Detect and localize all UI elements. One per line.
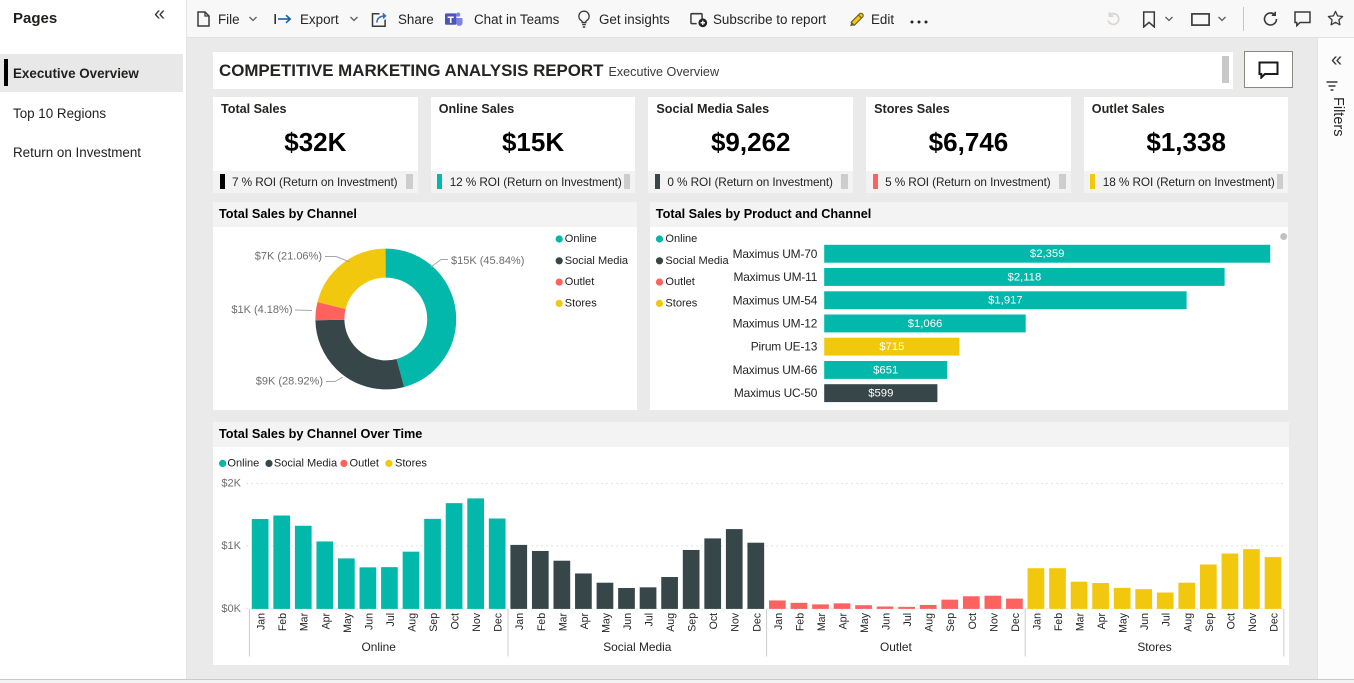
svg-text:Jan: Jan <box>773 612 785 629</box>
svg-text:Apr: Apr <box>579 612 591 629</box>
svg-text:Stores: Stores <box>665 297 697 309</box>
svg-text:Maximus UM-12: Maximus UM-12 <box>732 316 817 330</box>
svg-text:Oct: Oct <box>967 612 979 629</box>
svg-text:Dec: Dec <box>493 612 505 632</box>
svg-text:Apr: Apr <box>1096 612 1108 629</box>
svg-text:Social Media: Social Media <box>565 255 629 267</box>
svg-text:Aug: Aug <box>924 612 936 631</box>
svg-text:Maximus UM-66: Maximus UM-66 <box>732 363 817 377</box>
svg-text:Jul: Jul <box>1161 612 1173 626</box>
svg-text:$1,066: $1,066 <box>908 318 943 330</box>
svg-text:Stores: Stores <box>565 297 597 309</box>
svg-text:$2,359: $2,359 <box>1030 248 1065 260</box>
svg-text:$599: $599 <box>868 388 893 400</box>
svg-text:Dec: Dec <box>1010 612 1022 632</box>
svg-text:May: May <box>342 612 354 633</box>
svg-text:Maximus UM-54: Maximus UM-54 <box>732 293 817 307</box>
svg-text:Dec: Dec <box>1269 612 1281 632</box>
svg-text:Outlet: Outlet <box>880 639 912 653</box>
svg-text:Sep: Sep <box>428 612 440 631</box>
svg-text:Maximus UM-70: Maximus UM-70 <box>732 247 817 261</box>
svg-text:Pirum UE-13: Pirum UE-13 <box>751 340 818 354</box>
svg-text:Maximus UC-50: Maximus UC-50 <box>734 386 818 400</box>
svg-text:Jun: Jun <box>363 612 375 629</box>
svg-text:Feb: Feb <box>536 612 548 630</box>
svg-text:Nov: Nov <box>1247 612 1259 632</box>
svg-text:Stores: Stores <box>1137 639 1171 653</box>
svg-text:Aug: Aug <box>407 612 419 631</box>
svg-text:$9K (28.92%): $9K (28.92%) <box>256 376 323 388</box>
svg-text:Online: Online <box>565 233 597 245</box>
svg-text:$15K (45.84%): $15K (45.84%) <box>451 255 524 267</box>
svg-text:Online: Online <box>665 233 697 245</box>
svg-text:Social Media: Social Media <box>665 255 729 267</box>
svg-text:Feb: Feb <box>277 612 289 630</box>
svg-text:Stores: Stores <box>395 457 427 469</box>
svg-text:Outlet: Outlet <box>565 276 594 288</box>
svg-text:Apr: Apr <box>838 612 850 629</box>
svg-text:Aug: Aug <box>665 612 677 631</box>
svg-text:Nov: Nov <box>988 612 1000 632</box>
svg-text:Aug: Aug <box>1182 612 1194 631</box>
svg-text:Mar: Mar <box>816 612 828 631</box>
svg-text:Sep: Sep <box>945 612 957 631</box>
svg-text:Jul: Jul <box>385 612 397 626</box>
svg-text:Social Media: Social Media <box>603 639 671 653</box>
svg-text:Nov: Nov <box>471 612 483 632</box>
svg-text:Jan: Jan <box>1031 612 1043 629</box>
svg-text:Oct: Oct <box>450 612 462 629</box>
svg-text:Jul: Jul <box>644 612 656 626</box>
svg-text:Social Media: Social Media <box>274 457 338 469</box>
svg-text:$715: $715 <box>879 341 904 353</box>
svg-text:Oct: Oct <box>1225 612 1237 629</box>
svg-text:$651: $651 <box>873 364 898 376</box>
svg-text:Maximus UM-11: Maximus UM-11 <box>733 270 817 284</box>
svg-text:$2K: $2K <box>221 477 241 489</box>
svg-text:Jun: Jun <box>1139 612 1151 629</box>
svg-text:Nov: Nov <box>730 612 742 632</box>
svg-text:Outlet: Outlet <box>665 276 694 288</box>
svg-text:Online: Online <box>227 457 259 469</box>
svg-text:Dec: Dec <box>751 612 763 632</box>
svg-text:$0K: $0K <box>221 602 241 614</box>
svg-text:Online: Online <box>362 639 397 653</box>
svg-text:$2,118: $2,118 <box>1007 271 1041 283</box>
svg-text:May: May <box>600 612 612 633</box>
svg-text:Sep: Sep <box>1204 612 1216 631</box>
svg-text:Sep: Sep <box>687 612 699 631</box>
svg-text:Mar: Mar <box>557 612 569 631</box>
svg-text:$1,917: $1,917 <box>988 295 1023 307</box>
svg-text:Oct: Oct <box>708 612 720 629</box>
svg-text:Feb: Feb <box>794 612 806 630</box>
svg-text:Jul: Jul <box>902 612 914 626</box>
svg-text:May: May <box>859 612 871 633</box>
svg-text:$1K (4.18%): $1K (4.18%) <box>231 304 292 316</box>
svg-text:Apr: Apr <box>320 612 332 629</box>
svg-text:$1K: $1K <box>221 539 241 551</box>
svg-text:Mar: Mar <box>1075 612 1087 631</box>
svg-text:Jun: Jun <box>881 612 893 629</box>
svg-text:Feb: Feb <box>1053 612 1065 630</box>
svg-text:Jun: Jun <box>622 612 634 629</box>
svg-text:$7K (21.06%): $7K (21.06%) <box>255 251 322 263</box>
svg-text:Jan: Jan <box>514 612 526 629</box>
svg-text:May: May <box>1118 612 1130 633</box>
svg-text:Outlet: Outlet <box>350 457 379 469</box>
svg-text:Mar: Mar <box>299 612 311 631</box>
svg-text:Jan: Jan <box>256 612 268 629</box>
